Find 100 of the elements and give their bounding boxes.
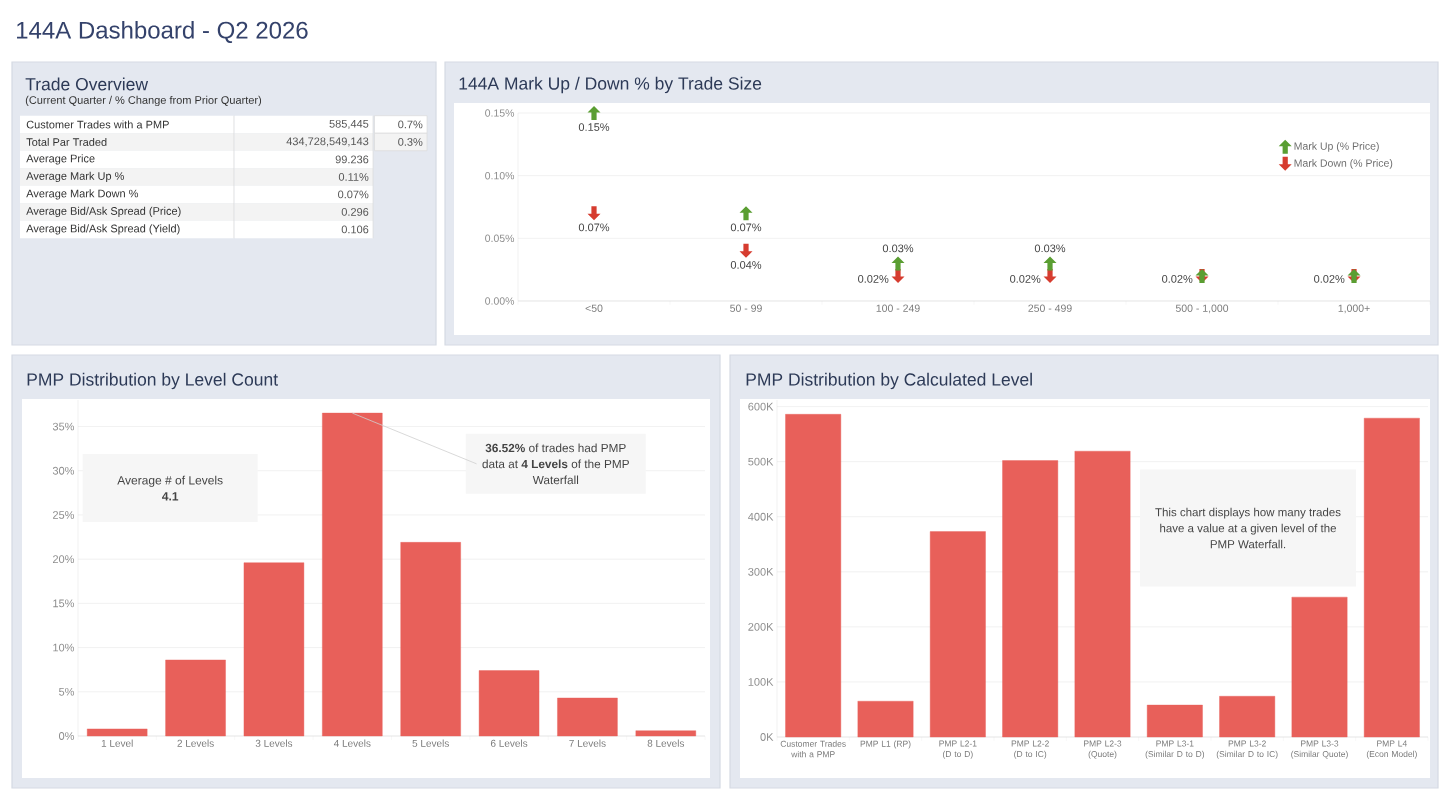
data-label: 0.03% (882, 244, 914, 253)
x-tick-label: 5 Levels (412, 739, 449, 747)
x-tick-label: PMP L2-2 (D to IC) (1011, 740, 1049, 759)
x-tick-label: 100 - 249 (876, 304, 920, 312)
legend-label: Mark Up (% Price) (1294, 142, 1379, 152)
data-label: 0.07% (338, 190, 369, 199)
point (891, 268, 905, 283)
category-label: Average Bid/Ask Spread (Yield) (26, 224, 180, 235)
x-tick-label: 1 Level (101, 739, 133, 747)
data-label: 99.236 (335, 155, 369, 164)
point (739, 243, 753, 258)
data-label: 0.02% (858, 275, 889, 283)
category-label: Average Price (26, 154, 95, 165)
category-label: Average Mark Down % (26, 189, 139, 200)
y-tick-label: 0.00% (485, 297, 515, 305)
x-tick-label: 1,000+ (1338, 304, 1370, 314)
data-label: 0.07% (578, 223, 610, 232)
x-tick-label: PMP L4 (Econ Model) (1366, 740, 1417, 759)
bar (1291, 596, 1348, 738)
text: (Current Quarter / % Change from Prior Quarter) (25, 95, 262, 107)
y-tick-label: 300K (748, 567, 774, 576)
x-tick-label: 50 - 99 (730, 304, 762, 312)
point (891, 256, 905, 271)
text: Trade Overview (25, 77, 149, 91)
x-tick-label: PMP L1 (RP) (860, 740, 911, 749)
data-label: 0.02% (1010, 275, 1041, 283)
x-tick-label: 250 - 499 (1028, 304, 1072, 312)
bar (243, 562, 305, 737)
x-tick-label: 2 Levels (177, 739, 214, 747)
y-tick-label: 100K (748, 678, 774, 686)
x-tick-label: 6 Levels (490, 739, 528, 747)
bar (1219, 696, 1276, 738)
category-label: Customer Trades with a PMP (26, 120, 169, 129)
y-tick-label: 25% (53, 511, 75, 519)
point (1043, 268, 1057, 283)
text: 144A Dashboard - Q2 2026 (17, 21, 308, 43)
bar (785, 414, 842, 738)
y-tick-label: 0.15% (485, 109, 515, 117)
category-label: Total Par Traded (26, 137, 107, 146)
data-label: 585,445 (329, 119, 369, 129)
data-label: 0.106 (341, 225, 369, 234)
bar (635, 730, 696, 737)
legend-label: Mark Down (% Price) (1294, 159, 1393, 169)
chart-title: PMP Distribution by Level Count (27, 372, 278, 390)
x-tick-label: 3 Levels (255, 739, 293, 747)
y-tick-label: 0K (760, 733, 774, 741)
data-label: 0.07% (730, 223, 762, 232)
annotation: 36.52% of trades had PMP data at 4 Levels of the PMP Waterfall (482, 443, 629, 485)
y-tick-label: 400K (748, 512, 774, 521)
x-tick-label: Customer Trades with a PMP (780, 740, 846, 758)
data-label: 0.02% (1314, 275, 1345, 283)
bar (1146, 704, 1203, 738)
y-tick-label: 600K (748, 402, 774, 411)
y-tick-label: 0.05% (485, 234, 515, 243)
bar (87, 728, 148, 737)
x-tick-label: 4 Levels (333, 739, 371, 747)
y-tick-label: 30% (52, 466, 75, 475)
point (739, 206, 753, 221)
y-tick-label: 35% (52, 422, 75, 431)
bar (400, 542, 461, 737)
x-tick-label: PMP L3-3 (Similar Quote) (1291, 740, 1348, 759)
bar (165, 659, 226, 737)
bar (929, 531, 986, 738)
bar (1002, 460, 1059, 738)
x-tick-label: PMP L3-1 (Similar D to D) (1145, 740, 1205, 759)
chart-title: PMP Distribution by Calculated Level (746, 372, 1032, 390)
x-tick-label: 500 - 1,000 (1175, 304, 1229, 314)
data-label: 0.02% (1162, 275, 1193, 283)
x-tick-label: 7 Levels (569, 739, 606, 747)
y-tick-label: 5% (59, 687, 75, 696)
x-tick-label: PMP L3-2 (Similar D to IC) (1216, 740, 1278, 759)
data-label: 0.11% (338, 173, 369, 181)
annotation: This chart displays how many trades have a value at a given level of the PMP Waterfall. (1155, 507, 1341, 549)
x-tick-label: PMP L2-1 (D to D) (939, 740, 977, 759)
bar (322, 412, 383, 737)
bar (1363, 417, 1420, 738)
y-tick-label: 10% (53, 643, 75, 652)
data-label: 0.15% (578, 123, 610, 131)
y-tick-label: 15% (53, 599, 75, 608)
category-label: Average Bid/Ask Spread (Price) (26, 206, 181, 218)
data-label: 0.04% (730, 261, 762, 269)
point (1043, 256, 1057, 271)
chart-title: 144A Mark Up / Down % by Trade Size (459, 76, 762, 94)
bar (557, 697, 618, 737)
category-label: Average Mark Up % (26, 171, 125, 183)
point (587, 105, 601, 120)
y-tick-label: 0% (58, 732, 75, 740)
bar (478, 670, 540, 737)
y-tick-label: 200K (748, 622, 774, 631)
data-label: 0.3% (398, 138, 423, 146)
data-label: 0.296 (341, 208, 369, 216)
x-tick-label: <50 (585, 304, 603, 312)
data-label: 0.03% (1034, 244, 1066, 253)
data-label: 434,728,549,143 (286, 137, 369, 147)
x-tick-label: PMP L2-3 (Quote) (1084, 740, 1122, 759)
x-tick-label: 8 Levels (647, 739, 685, 747)
data-label: 0.7% (398, 120, 423, 129)
y-tick-label: 500K (748, 457, 774, 466)
bar (857, 701, 914, 738)
y-tick-label: 20% (53, 555, 75, 564)
